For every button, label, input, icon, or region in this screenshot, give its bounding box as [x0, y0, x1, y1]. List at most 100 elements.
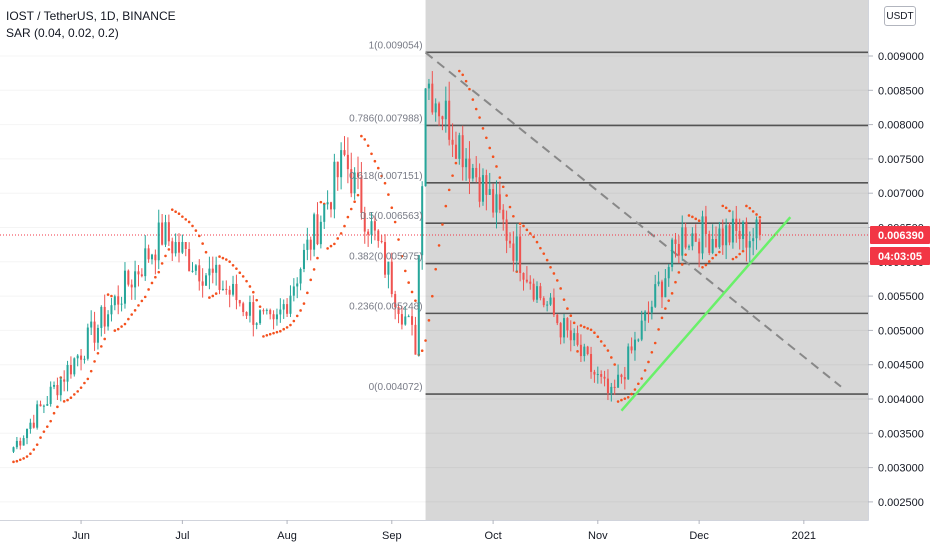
candle-body	[468, 158, 471, 179]
candle-body	[681, 227, 684, 256]
candle	[56, 377, 59, 401]
candle-body	[596, 374, 599, 376]
candle	[637, 338, 640, 343]
candle-body	[302, 249, 305, 269]
candle-body	[461, 135, 464, 168]
candle-body	[664, 278, 667, 298]
candle-body	[674, 239, 677, 244]
candle-body	[120, 303, 123, 305]
candle	[573, 328, 576, 347]
sar-dot	[474, 107, 478, 111]
candle	[742, 220, 745, 251]
candle-body	[215, 264, 218, 273]
candle	[569, 320, 572, 352]
time-axis[interactable]	[0, 520, 932, 550]
candle	[154, 249, 157, 275]
candle	[674, 233, 677, 258]
candle	[147, 244, 150, 263]
price-tick-label: 0.007000	[878, 188, 924, 200]
fib-zone-background[interactable]	[425, 0, 868, 520]
candle-body	[444, 100, 447, 120]
candle-body	[19, 440, 22, 446]
green-uptrend-line[interactable]	[620, 216, 792, 412]
candle-body	[46, 404, 49, 406]
sar-dot	[464, 79, 468, 83]
candle	[228, 285, 231, 308]
sar-dot	[343, 224, 346, 228]
candle	[434, 98, 437, 122]
candle-body	[262, 310, 265, 312]
sar-dot	[170, 208, 174, 211]
candle-body	[275, 314, 278, 320]
candle-body	[63, 379, 66, 382]
sar-dot	[248, 285, 252, 288]
candle-body	[329, 202, 333, 210]
candle-body	[103, 306, 106, 327]
candle	[340, 142, 343, 190]
candle-body	[242, 303, 245, 313]
candle-body	[194, 265, 197, 271]
candle-body	[745, 221, 748, 248]
candle-body	[424, 88, 427, 187]
candle-body	[566, 318, 569, 331]
sar-dot	[150, 281, 154, 285]
candle	[275, 308, 278, 326]
candle	[83, 355, 86, 364]
candle-body	[623, 377, 626, 380]
candle	[590, 346, 593, 379]
countdown-badge	[870, 247, 930, 266]
candle	[127, 269, 130, 287]
candle	[191, 262, 194, 273]
candle	[657, 271, 660, 287]
candle-body	[684, 227, 687, 248]
sar-dot	[252, 290, 255, 294]
candle	[316, 202, 319, 246]
sar-dot	[363, 138, 367, 141]
sar-dot	[106, 293, 110, 296]
candle	[167, 214, 170, 246]
sar-dot	[623, 397, 627, 400]
sar-dot	[164, 254, 167, 258]
price-axis[interactable]	[868, 0, 932, 550]
candle	[630, 337, 633, 354]
candle	[286, 298, 289, 317]
currency-unit-button[interactable]: USDT	[884, 6, 916, 26]
candle	[66, 360, 69, 392]
sar-dot	[191, 224, 194, 228]
last-price-badge	[870, 226, 930, 245]
candle	[400, 306, 403, 330]
price-tick-label: 0.008500	[878, 85, 924, 97]
candle-body	[387, 261, 390, 275]
candle	[96, 324, 99, 350]
candle	[424, 88, 427, 187]
candle-body	[593, 371, 596, 375]
fib-level-label: 0.618(0.007151)	[349, 171, 422, 182]
time-tick-label: Dec	[689, 530, 709, 542]
sar-dot	[586, 327, 589, 330]
sar-dot	[451, 174, 454, 177]
sar-dot	[140, 299, 144, 303]
candle	[505, 210, 508, 254]
sar-dot	[569, 314, 573, 318]
time-tick-label: Sep	[382, 530, 402, 542]
sar-dot	[89, 369, 93, 373]
candle	[535, 281, 539, 303]
candle-body	[363, 212, 366, 232]
candle-body	[522, 272, 525, 280]
candle-body	[427, 83, 430, 89]
fib-retracement[interactable]	[425, 0, 868, 520]
sar-dot	[461, 73, 465, 77]
candle	[576, 325, 579, 347]
sar-dot	[123, 322, 127, 326]
sar-dot	[599, 340, 603, 343]
candle	[451, 123, 454, 158]
sar-dot	[512, 214, 515, 218]
candle-body	[147, 248, 150, 260]
candle-body	[26, 428, 29, 439]
sar-dot	[552, 272, 556, 275]
candle-body	[738, 230, 741, 239]
sar-dot	[677, 271, 681, 274]
